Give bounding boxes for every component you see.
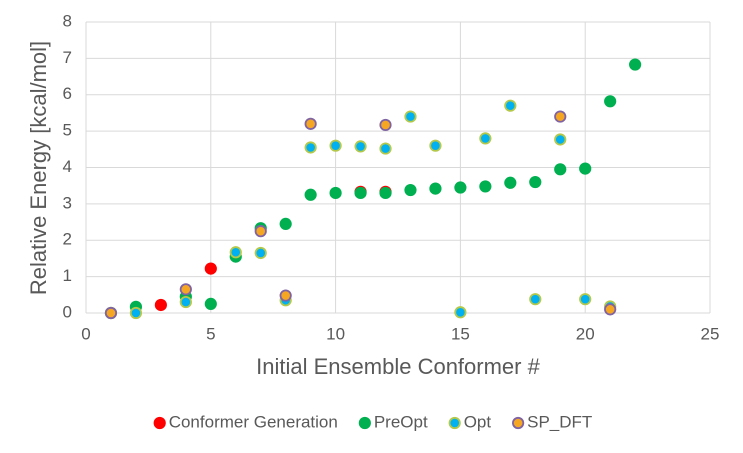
point [554, 163, 567, 176]
y-tick-label: 4 [63, 157, 72, 176]
x-tick-label: 25 [701, 324, 720, 343]
legend-label: Conformer Generation [169, 412, 338, 431]
point [129, 306, 143, 320]
y-tick-label: 3 [63, 193, 72, 212]
point [504, 99, 517, 112]
point [279, 217, 292, 230]
point [454, 306, 467, 319]
point [329, 139, 342, 152]
point [554, 133, 567, 146]
point [479, 132, 492, 145]
point [404, 110, 417, 123]
point [104, 306, 118, 320]
y-tick-label: 5 [63, 121, 72, 140]
legend-marker [448, 416, 461, 430]
point [354, 186, 367, 200]
point [254, 246, 267, 260]
point [304, 188, 317, 201]
point [179, 295, 192, 309]
point [579, 162, 592, 175]
point [329, 186, 342, 200]
point [604, 95, 617, 108]
legend-label: PreOpt [374, 412, 428, 431]
point [379, 186, 392, 200]
point [154, 298, 167, 312]
legend-label: SP_DFT [527, 412, 592, 431]
y-tick-label: 7 [63, 48, 72, 67]
legend-marker [358, 416, 371, 430]
x-tick-label: 10 [326, 324, 345, 343]
point [204, 297, 217, 311]
x-tick-label: 15 [451, 324, 470, 343]
point [379, 118, 392, 132]
legend-marker [512, 416, 525, 430]
legend-label: Opt [464, 412, 492, 431]
y-tick-label: 6 [63, 84, 72, 103]
point [529, 175, 542, 189]
point [504, 176, 517, 189]
y-axis-label: Relative Energy [kcal/mol] [26, 41, 51, 295]
point [554, 110, 567, 123]
point [479, 180, 492, 193]
y-tick-label: 2 [63, 230, 72, 249]
point [404, 183, 417, 197]
point [254, 225, 267, 238]
point [604, 303, 617, 316]
point [354, 140, 367, 153]
x-axis-label: Initial Ensemble Conformer # [256, 354, 540, 379]
point [629, 58, 642, 71]
legend-marker [153, 416, 166, 430]
x-tick-label: 0 [81, 324, 90, 343]
point [454, 181, 467, 194]
x-tick-label: 20 [576, 324, 595, 343]
y-tick-label: 1 [63, 266, 72, 285]
y-tick-label: 0 [63, 302, 72, 321]
point [429, 182, 442, 195]
x-tick-label: 5 [206, 324, 215, 343]
point [304, 117, 317, 130]
point [204, 262, 217, 275]
point [229, 246, 242, 259]
point [579, 293, 592, 306]
point [179, 283, 192, 296]
point [379, 142, 392, 155]
point [429, 139, 442, 152]
point [529, 293, 542, 306]
point [279, 289, 292, 302]
y-tick-label: 8 [63, 11, 72, 30]
point [304, 141, 317, 154]
